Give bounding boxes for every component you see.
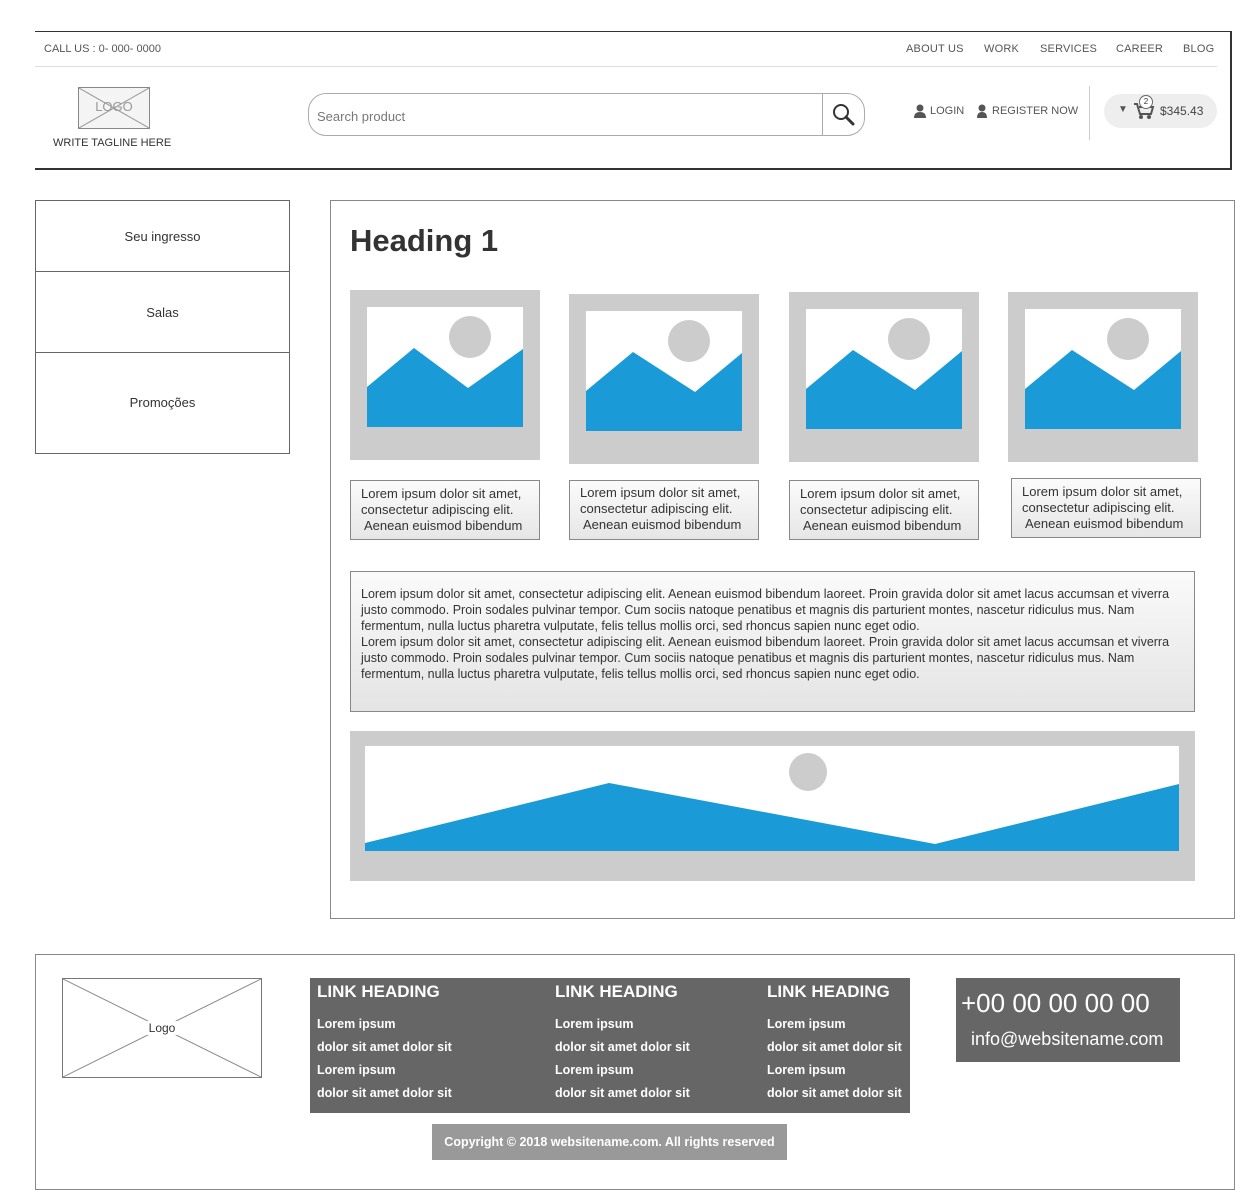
- cart-total: $345.43: [1160, 104, 1204, 118]
- card-caption: Lorem ipsum dolor sit amet, consectetur …: [789, 480, 979, 540]
- card-caption: Lorem ipsum dolor sit amet, consectetur …: [569, 480, 759, 540]
- link-heading: LINK HEADING: [555, 982, 678, 1001]
- site-header: CALL US : 0- 000- 0000 ABOUT US WORK SER…: [35, 31, 1232, 170]
- footer-logo[interactable]: Logo: [62, 978, 262, 1078]
- footer-link[interactable]: dolor sit amet dolor sit: [317, 1086, 452, 1100]
- footer-link[interactable]: dolor sit amet dolor sit: [767, 1040, 902, 1054]
- banner-image-placeholder: [350, 731, 1195, 881]
- footer-link[interactable]: Lorem ipsum: [555, 1063, 634, 1077]
- card-caption: Lorem ipsum dolor sit amet, consectetur …: [350, 480, 540, 540]
- nav-career[interactable]: CAREER: [1116, 43, 1164, 55]
- footer-logo-text: Logo: [146, 1021, 178, 1035]
- link-heading: LINK HEADING: [767, 982, 890, 1001]
- tagline: WRITE TAGLINE HERE: [53, 137, 172, 149]
- header-divider: [1089, 86, 1090, 140]
- cart-button[interactable]: ▼ 2 $345.43: [1104, 94, 1217, 128]
- site-footer: Logo LINK HEADING Lorem ipsum dolor sit …: [35, 954, 1235, 1190]
- call-us-text: CALL US : 0- 000- 0000: [44, 43, 161, 55]
- main-content: Heading 1 Lorem ipsum dolor sit amet,: [330, 200, 1235, 919]
- page-heading: Heading 1: [350, 223, 499, 258]
- footer-link[interactable]: Lorem ipsum: [317, 1017, 396, 1031]
- caption-line: Aenean euismod bibendum: [1025, 516, 1184, 531]
- sidebar-item-label: Promoções: [129, 395, 196, 410]
- image-icon: [806, 309, 962, 429]
- register-user-icon: [977, 104, 987, 118]
- sidebar-item-label: Salas: [146, 305, 179, 320]
- image-placeholder: [569, 294, 759, 464]
- footer-link[interactable]: Lorem ipsum: [767, 1063, 846, 1077]
- caret-down-icon: ▼: [1118, 104, 1128, 115]
- sidebar-item-promocoes[interactable]: Promoções: [36, 353, 289, 453]
- image-icon: [1025, 309, 1181, 429]
- footer-link[interactable]: Lorem ipsum: [555, 1017, 634, 1031]
- sidebar-item-seu-ingresso[interactable]: Seu ingresso: [36, 201, 289, 272]
- sidebar-item-label: Seu ingresso: [124, 229, 201, 244]
- caption-line: Lorem ipsum dolor sit amet,: [800, 486, 961, 501]
- footer-link[interactable]: dolor sit amet dolor sit: [555, 1040, 690, 1054]
- logo[interactable]: LOGO: [78, 87, 150, 129]
- caption-line: consectetur adipiscing elit.: [1022, 500, 1175, 515]
- search-button[interactable]: [822, 94, 864, 135]
- image-icon: [367, 307, 523, 427]
- login-label: LOGIN: [930, 105, 965, 117]
- footer-link[interactable]: dolor sit amet dolor sit: [767, 1086, 902, 1100]
- footer-links: LINK HEADING Lorem ipsum dolor sit amet …: [310, 978, 910, 1113]
- footer-link[interactable]: Lorem ipsum: [767, 1017, 846, 1031]
- footer-link[interactable]: Lorem ipsum: [317, 1063, 396, 1077]
- caption-line: Lorem ipsum dolor sit amet,: [580, 485, 741, 500]
- link-heading: LINK HEADING: [317, 982, 440, 1001]
- footer-link[interactable]: dolor sit amet dolor sit: [555, 1086, 690, 1100]
- image-placeholder: [789, 292, 979, 462]
- body-paragraph: Lorem ipsum dolor sit amet, consectetur …: [361, 635, 1170, 681]
- logo-text: LOGO: [95, 99, 133, 114]
- caption-line: consectetur adipiscing elit.: [580, 501, 733, 516]
- email-address[interactable]: info@websitename.com: [971, 1029, 1164, 1049]
- image-placeholder: [350, 290, 540, 460]
- nav-work[interactable]: WORK: [984, 43, 1020, 55]
- sidebar-item-salas[interactable]: Salas: [36, 272, 289, 353]
- search-input[interactable]: [315, 104, 809, 128]
- sidebar: Seu ingresso Salas Promoções: [35, 200, 290, 454]
- body-paragraph: Lorem ipsum dolor sit amet, consectetur …: [361, 587, 1170, 633]
- phone-number[interactable]: +00 00 00 00 00: [961, 988, 1150, 1018]
- caption-line: consectetur adipiscing elit.: [361, 502, 514, 517]
- body-text-box: Lorem ipsum dolor sit amet, consectetur …: [350, 571, 1195, 712]
- nav-about-us[interactable]: ABOUT US: [906, 43, 964, 55]
- card-caption: Lorem ipsum dolor sit amet, consectetur …: [1011, 478, 1201, 538]
- caption-line: Lorem ipsum dolor sit amet,: [1022, 484, 1183, 499]
- caption-line: Aenean euismod bibendum: [583, 517, 742, 532]
- search-bar: [308, 93, 865, 136]
- link-column: LINK HEADING Lorem ipsum dolor sit amet …: [767, 982, 902, 1105]
- register-label: REGISTER NOW: [992, 105, 1079, 117]
- register-link[interactable]: REGISTER NOW: [976, 104, 1078, 118]
- logo-placeholder-icon: [79, 88, 149, 128]
- login-link[interactable]: LOGIN: [914, 104, 964, 118]
- contact-box: +00 00 00 00 00 info@websitename.com: [956, 978, 1180, 1062]
- link-column: LINK HEADING Lorem ipsum dolor sit amet …: [317, 982, 452, 1105]
- caption-line: consectetur adipiscing elit.: [800, 502, 953, 517]
- cart-count-badge: 2: [1139, 95, 1153, 109]
- image-icon: [586, 311, 742, 431]
- link-column: LINK HEADING Lorem ipsum dolor sit amet …: [555, 982, 690, 1105]
- footer-link[interactable]: dolor sit amet dolor sit: [317, 1040, 452, 1054]
- nav-services[interactable]: SERVICES: [1040, 43, 1098, 55]
- nav-blog[interactable]: BLOG: [1183, 43, 1215, 55]
- caption-line: Lorem ipsum dolor sit amet,: [361, 486, 522, 501]
- copyright-bar: Copyright © 2018 websitename.com. All ri…: [432, 1124, 787, 1160]
- image-placeholder: [1008, 292, 1198, 462]
- footer-logo-text-wrap: Logo: [63, 1021, 261, 1035]
- user-icon: [914, 104, 926, 118]
- caption-line: Aenean euismod bibendum: [364, 518, 523, 533]
- top-bar: CALL US : 0- 000- 0000 ABOUT US WORK SER…: [35, 32, 1217, 67]
- caption-line: Aenean euismod bibendum: [803, 518, 962, 533]
- banner-image-icon: [365, 746, 1179, 851]
- search-icon: [833, 104, 855, 126]
